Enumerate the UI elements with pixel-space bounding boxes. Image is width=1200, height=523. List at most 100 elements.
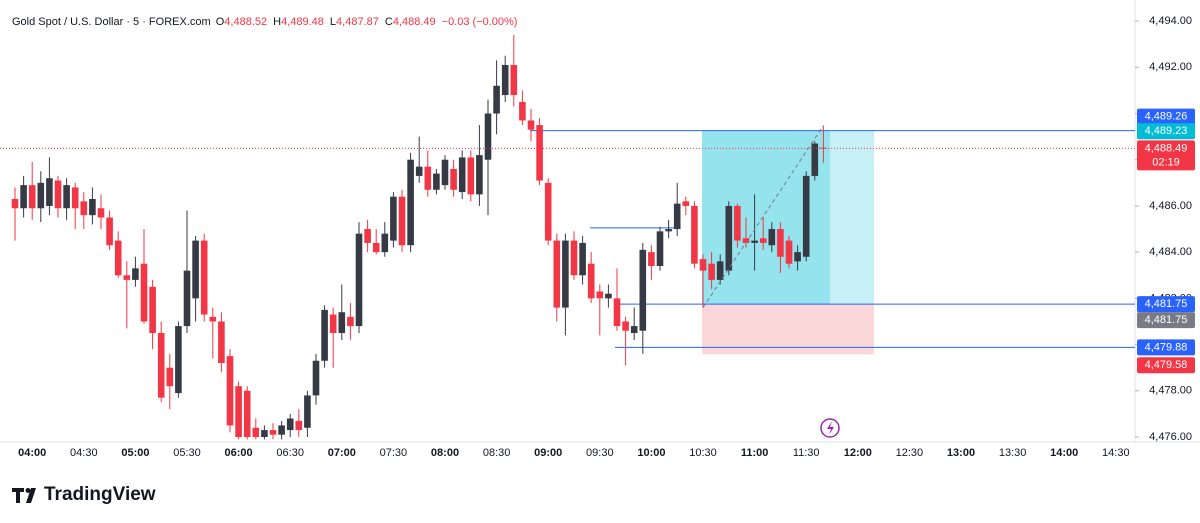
x-tick-label: 10:00 [637,447,665,459]
y-tick-label: 4,476.00 [1149,431,1192,443]
candle-body [329,314,337,334]
candle-body [605,293,612,299]
brand-name: TradingView [44,484,156,505]
candle-body [347,316,354,327]
candle-body [716,261,724,280]
brand-logo [12,488,36,503]
header-sep [211,16,214,28]
candle-body [510,64,518,96]
candle-body [37,182,45,209]
x-tick-label: 14:00 [1050,447,1078,459]
candle-body [183,270,191,327]
price-tag [1137,108,1195,125]
price-tag-label: 4,481.75 [1145,314,1188,326]
x-tick-label: 05:30 [173,447,201,459]
candle-body [759,238,767,243]
candle-body [132,268,139,280]
candle-body [424,166,432,190]
candle-body [200,240,208,315]
y-tick-label: 4,484.00 [1149,246,1192,258]
price-tag-label: 4,489.26 [1145,111,1188,123]
candle-body [295,420,303,431]
ohlc-value: 4,487.87 [336,16,379,28]
change: −0.03 (−0.00%) [442,16,518,28]
price-tag [1137,312,1195,329]
candle-body [708,263,715,280]
candle-body [553,240,561,308]
candle-body [734,205,741,241]
candle-body [501,64,509,96]
candle-body [613,298,621,327]
ohlc-name: O [216,16,225,28]
candle-body [630,326,638,334]
candle-body [544,182,552,241]
candle-body [725,205,733,271]
candle-body [106,217,113,246]
candle-body [278,425,285,435]
y-tick-label: 4,478.00 [1149,385,1192,397]
candle-body [596,291,604,299]
candle-body [372,242,380,253]
candle-body [381,233,389,253]
candle-body [140,263,148,322]
y-tick-label: 4,494.00 [1149,15,1192,27]
candle-body [46,178,53,206]
ohlc-name: H [273,16,281,28]
candle-body [458,157,466,193]
candle-body [639,249,647,331]
x-tick-label: 09:00 [534,447,562,459]
y-tick-label: 4,492.00 [1149,61,1192,73]
candle-body [484,113,492,160]
candle-body [820,147,827,149]
x-tick-label: 09:30 [586,447,614,459]
candle-body [785,240,793,264]
candle-body [811,143,819,176]
x-tick-label: 04:30 [70,447,98,459]
candle-body [398,196,406,246]
ohlc-value: 4,489.48 [281,16,324,28]
symbol-title: Gold Spot / U.S. Dollar · 5 · FOREX.com [12,16,211,28]
price-tag [1137,339,1195,356]
candle-body [338,312,346,334]
candle-body [355,233,363,327]
candle-body [261,430,268,437]
candle-body [166,367,174,387]
x-tick-label: 10:30 [689,447,717,459]
candle-body [433,173,440,190]
candle-body [175,326,182,394]
x-tick-label: 04:00 [18,447,46,459]
candle-body [89,199,96,216]
chart-header: Gold Spot / U.S. Dollar · 5 · FOREX.com … [12,16,517,28]
candle-body [192,240,199,299]
y-tick-label: 4,486.00 [1149,200,1192,212]
candle-body [71,187,79,209]
x-tick-label: 11:30 [793,447,820,459]
candle-body [235,386,242,437]
candle-body [587,263,595,299]
candle-body [321,309,328,361]
candle-body [467,157,475,195]
x-tick-label: 07:30 [380,447,408,459]
candle-body [54,180,62,209]
x-tick-label: 13:00 [947,447,975,459]
loss-zone [702,304,874,355]
candle-body [312,360,320,396]
trend-line [702,125,824,308]
ohlc-name: L [330,16,336,28]
candle-body [11,199,19,209]
alert-icon-bolt [827,421,834,435]
candle-body [63,185,70,209]
x-tick-label: 08:30 [483,447,511,459]
candle-body [80,201,88,216]
ohlc-name: C [385,16,393,28]
candle-body [243,390,251,437]
price-tag [1137,140,1195,171]
candle-body [768,229,776,246]
candle-body [570,240,578,276]
x-tick-label: 05:00 [121,447,149,459]
candle-body [699,259,707,271]
candle-body [20,185,27,209]
candle-body [209,316,217,322]
candle-body [751,240,758,243]
